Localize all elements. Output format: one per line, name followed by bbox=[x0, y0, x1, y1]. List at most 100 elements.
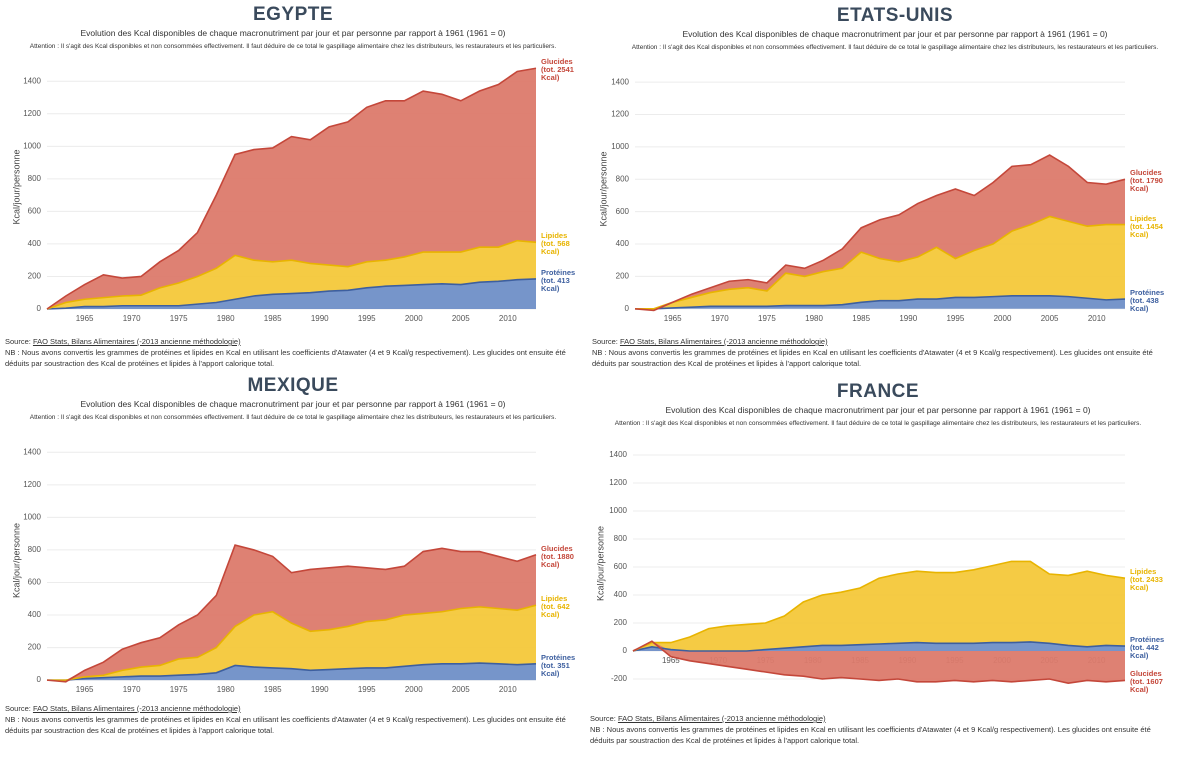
x-tick-label: 1985 bbox=[852, 314, 870, 323]
area-edge bbox=[632, 641, 1126, 652]
y-tick-label: 200 bbox=[616, 272, 630, 281]
y-tick-label: 400 bbox=[28, 239, 42, 248]
x-tick-label: 1995 bbox=[358, 685, 376, 694]
y-tick-label: -200 bbox=[611, 674, 628, 683]
nb-note: NB : Nous avons convertis les grammes de… bbox=[5, 348, 566, 368]
y-tick-label: 800 bbox=[614, 534, 628, 543]
area bbox=[635, 216, 1125, 309]
series-name: Lipides bbox=[1130, 567, 1157, 577]
area-edge bbox=[46, 544, 537, 683]
area-edge bbox=[46, 67, 537, 310]
x-tick-label: 2000 bbox=[405, 314, 423, 323]
x-tick-label: 1965 bbox=[662, 656, 680, 665]
chart-title: FRANCE bbox=[836, 381, 920, 402]
y-axis-label: Kcal/jour/personne bbox=[11, 523, 21, 598]
y-axis-label: Kcal/jour/personne bbox=[598, 151, 608, 226]
series-total: (tot. 413 Kcal) bbox=[541, 275, 570, 293]
chart-title: MEXIQUE bbox=[247, 375, 339, 396]
y-tick-label: 400 bbox=[614, 590, 628, 599]
y-axis-label: Kcal/jour/personne bbox=[11, 149, 21, 224]
series-total: (tot. 438 Kcal) bbox=[1130, 296, 1159, 314]
series-name: Glucides bbox=[1130, 669, 1162, 679]
x-tick-label: 1990 bbox=[311, 685, 329, 694]
series-name: Glucides bbox=[1130, 168, 1162, 178]
chart-note: Attention : Il s'agit des Kcal disponibl… bbox=[29, 43, 557, 50]
source-label: Source: bbox=[590, 714, 616, 723]
chart-note: Attention : Il s'agit des Kcal disponibl… bbox=[29, 414, 557, 421]
area-edge bbox=[635, 295, 1126, 310]
series-name: Protéines bbox=[1130, 635, 1165, 645]
x-tick-label: 2005 bbox=[452, 685, 470, 694]
series-total: (tot. 2541 Kcal) bbox=[541, 65, 574, 83]
x-tick-label: 1985 bbox=[264, 685, 282, 694]
source-link: FAO Stats, Bilans Alimentaires (-2013 an… bbox=[619, 337, 828, 346]
source-block: Source: FAO Stats, Bilans Alimentaires (… bbox=[590, 713, 1165, 746]
x-tick-label: 1980 bbox=[805, 314, 823, 323]
area bbox=[633, 641, 1125, 684]
series-name: Protéines bbox=[541, 267, 576, 277]
x-tick-label: 1975 bbox=[170, 685, 188, 694]
source-label: Source: bbox=[592, 337, 618, 346]
y-tick-label: 1200 bbox=[23, 109, 41, 118]
area-edge bbox=[47, 604, 537, 681]
series-total: (tot. 1790 Kcal) bbox=[1130, 176, 1163, 194]
y-tick-label: 800 bbox=[28, 174, 42, 183]
series-name: Lipides bbox=[541, 594, 568, 604]
y-tick-label: 800 bbox=[28, 545, 42, 554]
x-tick-label: 2000 bbox=[405, 685, 423, 694]
area bbox=[635, 295, 1125, 309]
end-label: Protéines (tot. 351 Kcal) bbox=[541, 652, 583, 678]
y-tick-label: 1400 bbox=[611, 77, 629, 86]
y-tick-label: 1000 bbox=[23, 512, 41, 521]
series-name: Protéines bbox=[541, 652, 576, 662]
y-tick-label: 1400 bbox=[23, 76, 41, 85]
y-tick-label: 800 bbox=[616, 174, 630, 183]
y-tick-label: 600 bbox=[28, 207, 42, 216]
source-link: FAO Stats, Bilans Alimentaires (-2013 an… bbox=[32, 337, 241, 346]
series-total: (tot. 568 Kcal) bbox=[541, 239, 570, 257]
end-label: Lipides (tot. 2433 Kcal) bbox=[1130, 568, 1172, 592]
end-label: Lipides (tot. 568 Kcal) bbox=[541, 232, 583, 256]
area bbox=[47, 240, 536, 309]
y-tick-label: 0 bbox=[623, 646, 628, 655]
chart-title: EGYPTE bbox=[252, 4, 334, 25]
x-tick-label: 1975 bbox=[758, 314, 776, 323]
y-tick-label: 0 bbox=[37, 304, 42, 313]
x-tick-label: 2010 bbox=[499, 685, 517, 694]
end-label: Protéines (tot. 413 Kcal) bbox=[541, 267, 583, 293]
series-total: (tot. 442 Kcal) bbox=[1130, 643, 1159, 661]
y-tick-label: 400 bbox=[616, 239, 630, 248]
series-total: (tot. 2433 Kcal) bbox=[1130, 575, 1163, 593]
x-tick-label: 1990 bbox=[899, 314, 917, 323]
area-edge bbox=[632, 640, 1126, 685]
series-total: (tot. 1880 Kcal) bbox=[541, 551, 574, 569]
series-name: Glucides bbox=[541, 543, 573, 553]
source-link: FAO Stats, Bilans Alimentaires (-2013 an… bbox=[617, 714, 826, 723]
nb-note: NB : Nous avons convertis les grammes de… bbox=[592, 348, 1153, 368]
x-tick-label: 1995 bbox=[946, 314, 964, 323]
y-tick-label: 600 bbox=[616, 207, 630, 216]
x-tick-label: 1970 bbox=[123, 685, 141, 694]
area-edge bbox=[635, 215, 1125, 310]
x-tick-label: 1965 bbox=[76, 685, 94, 694]
source-block: Source: FAO Stats, Bilans Alimentaires (… bbox=[5, 703, 580, 736]
x-tick-label: 1970 bbox=[123, 314, 141, 323]
y-tick-label: 600 bbox=[614, 562, 628, 571]
source-block: Source: FAO Stats, Bilans Alimentaires (… bbox=[592, 336, 1167, 369]
series-total: (tot. 351 Kcal) bbox=[541, 660, 570, 678]
end-label: Glucides (tot. 1790 Kcal) bbox=[1130, 169, 1172, 193]
y-tick-label: 200 bbox=[28, 272, 42, 281]
y-tick-label: 600 bbox=[28, 578, 42, 587]
x-tick-label: 2010 bbox=[1088, 314, 1106, 323]
chart-note: Attention : Il s'agit des Kcal disponibl… bbox=[614, 420, 1142, 427]
area-edge bbox=[47, 662, 537, 681]
chart-subtitle: Evolution des Kcal disponibles de chaque… bbox=[80, 399, 506, 409]
series-total: (tot. 642 Kcal) bbox=[541, 602, 570, 620]
end-label: Glucides (tot. 2541 Kcal) bbox=[541, 58, 583, 82]
area-edge bbox=[46, 239, 537, 310]
chart-subtitle: Evolution des Kcal disponibles de chaque… bbox=[665, 405, 1091, 415]
chart-note: Attention : Il s'agit des Kcal disponibl… bbox=[631, 44, 1159, 51]
x-tick-label: 1965 bbox=[664, 314, 682, 323]
chart-title: ETATS-UNIS bbox=[836, 5, 954, 26]
